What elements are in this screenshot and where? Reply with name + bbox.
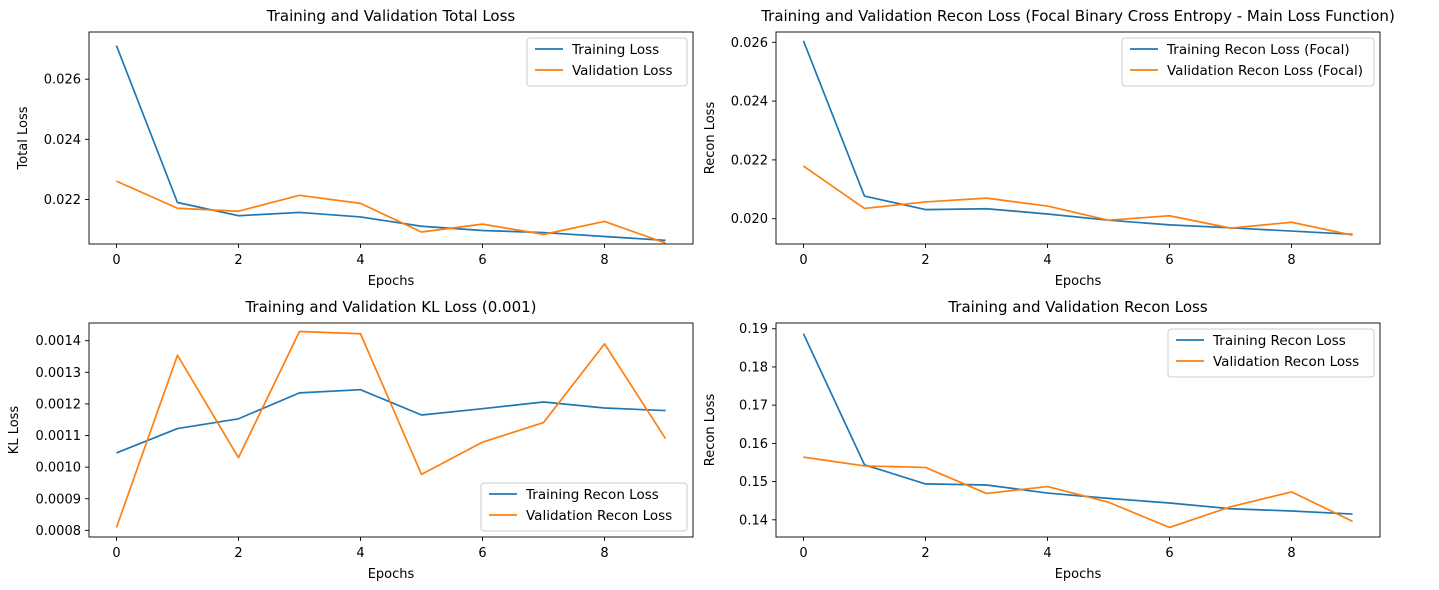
x-tick-label: 4 [1043,546,1051,561]
x-tick-label: 8 [600,546,608,561]
y-tick-label: 0.020 [731,212,768,227]
y-tick-label: 0.17 [739,399,768,414]
y-axis-label: Recon Loss [703,102,718,175]
axes-frame [88,322,694,538]
y-tick-label: 0.18 [739,360,768,375]
y-tick-label: 0.0009 [36,492,82,507]
legend-label-1: Training Recon Loss [525,487,659,503]
chart-title: Training and Validation Recon Loss [947,298,1208,316]
x-tick-label: 0 [799,253,807,268]
legend-label-2: Validation Recon Loss [1213,354,1359,370]
legend-box [480,482,688,532]
y-tick-label: 0.026 [731,36,768,51]
axes-frame [88,31,694,245]
y-tick-label: 0.15 [739,475,768,490]
x-tick-label: 0 [112,546,120,561]
x-axis-label: Epochs [368,567,415,582]
x-tick-label: 2 [234,253,242,268]
x-tick-label: 6 [478,546,486,561]
legend: Training Loss Validation Loss [526,37,688,87]
series-line-1 [802,333,1353,515]
series-line-1 [116,388,666,454]
x-tick-label: 2 [234,546,242,561]
legend-label-1: Training Recon Loss (Focal) [1166,42,1350,58]
x-tick-label: 2 [921,546,929,561]
legend-box [1167,328,1375,378]
chart-panel-1: Training and Validation Total Loss 0.022 0… [16,7,694,289]
chart-title: Training and Validation KL Loss (0.001) [244,298,536,316]
x-tick-label: 0 [799,546,807,561]
x-tick-label: 6 [1165,546,1173,561]
y-tick-label: 0.0008 [36,524,82,539]
chart-panel-3: Training and Validation KL Loss (0.001) 0… [7,298,694,582]
series-line-2 [116,180,666,244]
legend-label-2: Validation Recon Loss [526,508,672,524]
y-tick-label: 0.022 [44,193,81,208]
legend-label-2: Validation Recon Loss (Focal) [1167,63,1363,79]
y-axis-label: Total Loss [16,106,31,170]
y-tick-label: 0.024 [731,95,768,110]
x-tick-label: 8 [1287,546,1295,561]
x-tick-label: 8 [1287,253,1295,268]
x-tick-label: 0 [112,253,120,268]
axes-frame [775,322,1381,538]
x-tick-label: 2 [921,253,929,268]
x-tick-label: 4 [356,546,364,561]
legend-box [526,37,688,87]
x-tick-label: 6 [478,253,486,268]
legend-label-1: Training Loss [571,42,659,58]
chart-panel-2: Training and Validation Recon Loss (Foca… [703,7,1395,289]
y-tick-label: 0.026 [44,73,81,88]
series-line-2 [803,456,1353,529]
legend-label-1: Training Recon Loss [1212,333,1346,349]
series-line-2 [115,330,667,528]
series-line-2 [802,165,1353,237]
y-tick-label: 0.022 [731,153,768,168]
chart-title: Training and Validation Total Loss [266,7,516,25]
y-tick-label: 0.14 [739,513,768,528]
y-tick-label: 0.19 [739,322,768,337]
y-tick-label: 0.0011 [36,429,82,444]
legend: Training Recon Loss Validation Recon Loss [1167,328,1375,378]
y-tick-label: 0.024 [44,133,81,148]
y-tick-label: 0.0014 [36,334,82,349]
x-tick-label: 4 [1043,253,1051,268]
x-tick-label: 4 [356,253,364,268]
x-tick-label: 6 [1165,253,1173,268]
y-axis-label: KL Loss [7,406,22,455]
legend: Training Recon Loss (Focal) Validation Re… [1121,37,1375,87]
y-axis-label: Recon Loss [703,394,718,467]
legend-label-2: Validation Loss [572,63,673,79]
x-axis-label: Epochs [1055,274,1102,289]
chart-title: Training and Validation Recon Loss (Foca… [760,7,1395,25]
legend: Training Recon Loss Validation Recon Loss [480,482,688,532]
x-axis-label: Epochs [368,274,415,289]
axes-frame [775,31,1381,245]
x-axis-label: Epochs [1055,567,1102,582]
y-tick-label: 0.0010 [36,461,82,476]
y-tick-label: 0.16 [739,437,768,452]
series-line-1 [802,40,1353,236]
y-tick-label: 0.0013 [36,366,82,381]
x-tick-label: 8 [600,253,608,268]
y-tick-label: 0.0012 [36,397,82,412]
legend-box [1121,37,1375,87]
chart-panel-4: Training and Validation Recon Loss 0.14 0.… [703,298,1381,582]
